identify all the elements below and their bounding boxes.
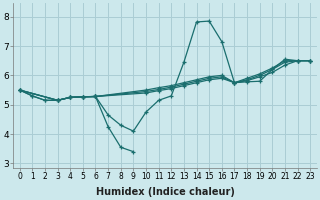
- X-axis label: Humidex (Indice chaleur): Humidex (Indice chaleur): [96, 187, 234, 197]
